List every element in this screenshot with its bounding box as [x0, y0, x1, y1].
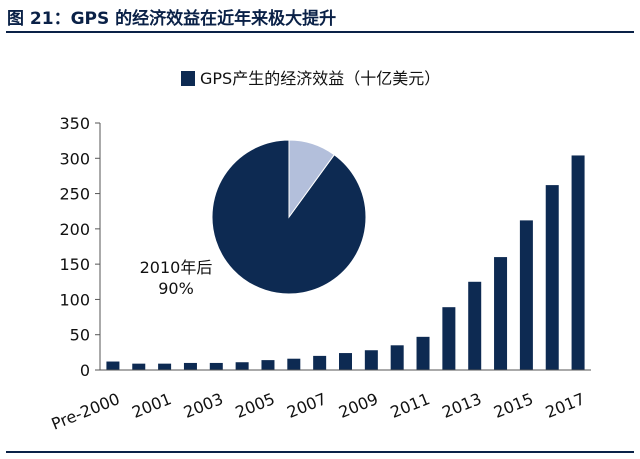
- bar-2005: [261, 360, 275, 370]
- bar-2002: [183, 362, 197, 370]
- bar-2010: [390, 345, 404, 370]
- bar-2014: [494, 257, 508, 370]
- bar-2011: [416, 336, 430, 370]
- bar-2006: [287, 358, 301, 370]
- x-tick-label: 2015: [491, 389, 536, 422]
- legend: GPS产生的经济效益（十亿美元）: [181, 69, 440, 88]
- pie-label-value: 90%: [158, 279, 194, 298]
- bars: [106, 155, 585, 370]
- y-axis: 0 50 100 150 200 250 300 350: [59, 114, 101, 380]
- legend-swatch: [181, 71, 195, 86]
- x-axis: Pre-2000 2001 2003 2005 2007 2009 2011 2013 2015…: [49, 369, 591, 434]
- x-tick-label: 2007: [284, 389, 329, 422]
- y-tick-label: 350: [59, 114, 90, 133]
- bottom-rule: [6, 451, 634, 453]
- bar-2000: [132, 363, 146, 370]
- pie-slice-before-2010: [288, 139, 335, 219]
- x-tick-label: 2001: [129, 389, 174, 422]
- y-tick-label: 200: [59, 220, 90, 239]
- x-tick-label: 2017: [543, 389, 588, 422]
- bar-2013: [468, 281, 482, 370]
- x-tick-label: 2003: [181, 389, 226, 422]
- y-tick-label: 300: [59, 149, 90, 168]
- bar-2015: [519, 220, 533, 370]
- bar-2004: [235, 362, 249, 370]
- x-tick-label: 2005: [233, 389, 278, 422]
- pie-labels: 2010年后 90%: [140, 258, 213, 298]
- x-tick-label: 2011: [388, 389, 433, 422]
- bar-Pre-2000: [106, 361, 120, 370]
- pie-label-text: 2010年后: [140, 258, 213, 277]
- pie-slice-after-2010: [211, 139, 367, 295]
- bar-2003: [209, 362, 223, 370]
- bar-2017: [571, 155, 585, 370]
- bar-2012: [442, 307, 456, 370]
- bar-2007: [313, 355, 327, 370]
- y-tick-label: 0: [80, 361, 90, 380]
- top-rule: [6, 31, 634, 33]
- y-tick-label: 250: [59, 185, 90, 204]
- bar-2009: [364, 350, 378, 370]
- legend-label: GPS产生的经济效益（十亿美元）: [200, 69, 440, 88]
- inset-pie: [211, 139, 367, 295]
- x-tick-label: 2009: [336, 389, 381, 422]
- x-tick-label: Pre-2000: [49, 389, 123, 434]
- x-tick-label: 2013: [439, 389, 484, 422]
- bar-2008: [339, 353, 352, 370]
- figure-title: 图 21：GPS 的经济效益在近年来极大提升: [7, 9, 337, 29]
- y-tick-label: 150: [59, 255, 90, 274]
- bar-2001: [158, 363, 172, 370]
- bar-2016: [545, 185, 559, 370]
- y-tick-label: 100: [59, 290, 90, 309]
- y-tick-label: 50: [70, 326, 90, 345]
